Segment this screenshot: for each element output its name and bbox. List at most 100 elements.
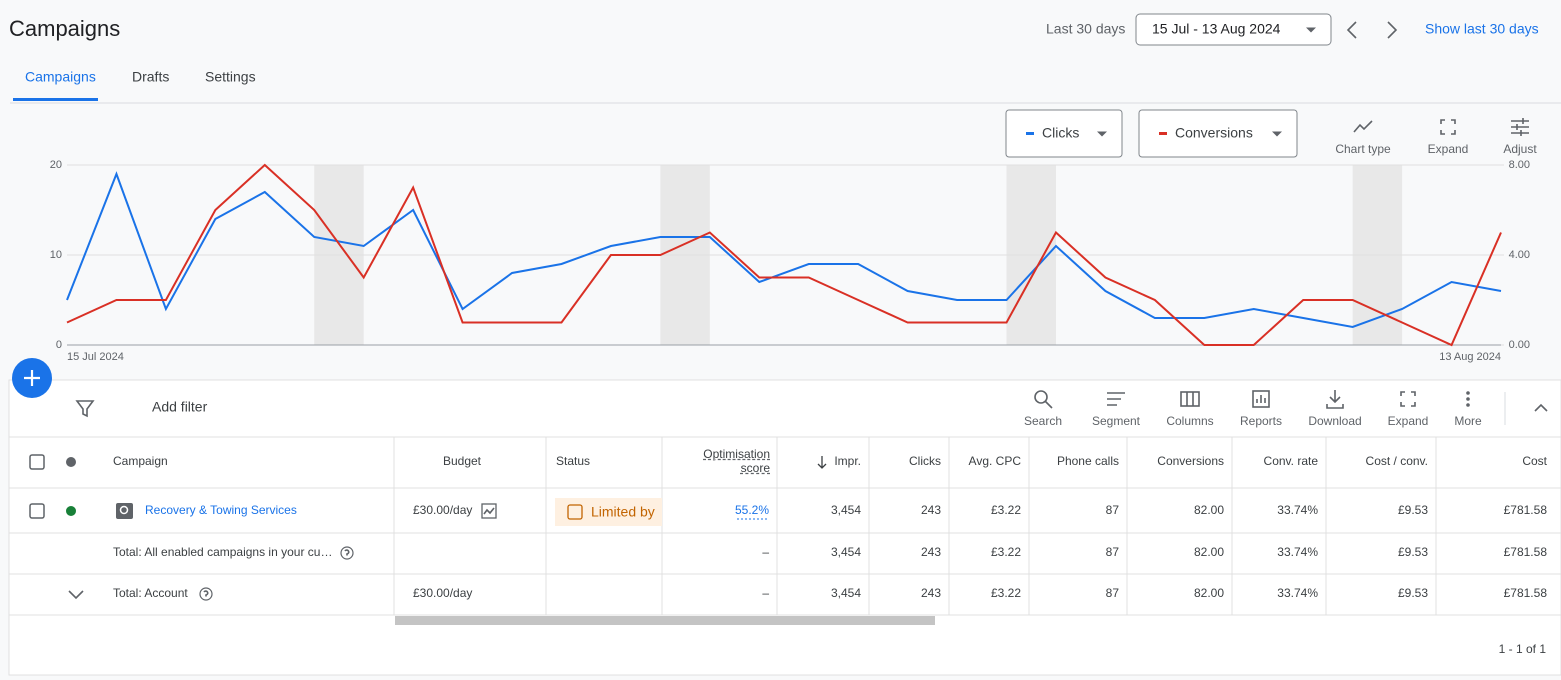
add-button-plus bbox=[24, 370, 40, 386]
campaign-cell: Total: Account bbox=[113, 586, 188, 600]
column-header[interactable]: Avg. CPC bbox=[969, 454, 1022, 468]
adjust-icon bbox=[1511, 118, 1529, 136]
more-icon bbox=[1466, 391, 1470, 407]
metric-cell: £3.22 bbox=[991, 545, 1021, 559]
campaign-type-icon bbox=[116, 503, 133, 519]
metric-selector[interactable] bbox=[1138, 109, 1298, 158]
icon-stroke bbox=[1400, 391, 1416, 407]
pagination: 1 - 1 of 1 bbox=[1499, 642, 1547, 656]
date-range: 15 Jul - 13 Aug 2024 bbox=[1152, 21, 1281, 37]
metric-cell: 33.74% bbox=[1277, 503, 1318, 517]
tab[interactable]: Drafts bbox=[132, 69, 169, 85]
table-panel bbox=[8, 379, 1561, 676]
metric-cell: £3.22 bbox=[991, 586, 1021, 600]
caret bbox=[1306, 27, 1316, 33]
budget-cell: £30.00/day bbox=[413, 503, 472, 517]
column-header[interactable]: Campaign bbox=[113, 454, 168, 468]
metric-cell: £781.58 bbox=[1504, 545, 1548, 559]
search-icon bbox=[1034, 390, 1053, 409]
column-header[interactable]: Cost / conv. bbox=[1366, 454, 1428, 468]
chart-tool-label[interactable]: Expand bbox=[1428, 142, 1469, 156]
metric-cell: £9.53 bbox=[1398, 545, 1428, 559]
chevronD-icon bbox=[68, 590, 84, 600]
x-tick-label: 15 Jul 2024 bbox=[67, 351, 124, 363]
column-header[interactable]: Cost bbox=[1522, 454, 1547, 468]
toolbar-tool-label[interactable]: Expand bbox=[1388, 414, 1429, 428]
icon-stroke bbox=[344, 549, 350, 556]
icon-stroke bbox=[1326, 390, 1344, 409]
funnel-icon bbox=[75, 400, 95, 418]
icon-stroke bbox=[75, 400, 95, 418]
metric-cell: 3,454 bbox=[831, 586, 861, 600]
add-filter[interactable]: Add filter bbox=[152, 399, 208, 415]
metric-cell: 87 bbox=[1106, 586, 1120, 600]
column-header[interactable]: Impr. bbox=[834, 454, 861, 468]
metric-cell: 87 bbox=[1106, 545, 1120, 559]
metric-cell: 87 bbox=[1106, 503, 1120, 517]
toolbar-tool-label[interactable]: More bbox=[1454, 414, 1482, 428]
chevronR-icon bbox=[1387, 21, 1398, 39]
expand-icon bbox=[1400, 391, 1416, 407]
toolbar-tool-label[interactable]: Segment bbox=[1092, 414, 1141, 428]
metric-cell: 243 bbox=[921, 586, 941, 600]
caret bbox=[1097, 131, 1107, 137]
column-header[interactable]: Conv. rate bbox=[1264, 454, 1319, 468]
icon-stroke bbox=[1186, 392, 1194, 406]
columns-icon bbox=[1180, 391, 1200, 407]
optimisation-cell[interactable]: 55.2% bbox=[735, 503, 769, 517]
tab[interactable]: Campaigns bbox=[25, 69, 96, 85]
toolbar-tool-label[interactable]: Columns bbox=[1166, 414, 1213, 428]
legend-label: Clicks bbox=[1042, 125, 1079, 141]
toolbar-tool-label[interactable]: Search bbox=[1024, 414, 1062, 428]
optimisation-cell: – bbox=[762, 586, 769, 600]
series-line bbox=[66, 171, 1502, 329]
icon-dot bbox=[1466, 397, 1470, 401]
chart-tool-label[interactable]: Adjust bbox=[1503, 142, 1537, 156]
metric-cell: 33.74% bbox=[1277, 586, 1318, 600]
legend-swatch bbox=[1026, 132, 1034, 135]
chevronU-icon bbox=[1534, 403, 1548, 412]
status-badge bbox=[555, 498, 662, 526]
icon-dot bbox=[1466, 391, 1470, 395]
toolbar-tool-label[interactable]: Download bbox=[1308, 414, 1361, 428]
column-header[interactable]: Status bbox=[556, 454, 590, 468]
show-last-link[interactable]: Show last 30 days bbox=[1425, 21, 1539, 37]
header-checkbox[interactable] bbox=[29, 454, 45, 470]
metric-cell: 33.74% bbox=[1277, 545, 1318, 559]
column-header[interactable]: Optimisation score bbox=[703, 447, 770, 475]
legend-swatch bbox=[1159, 132, 1167, 135]
column-header[interactable]: Phone calls bbox=[1057, 454, 1119, 468]
caret-icon bbox=[1097, 131, 1107, 137]
metric-selector[interactable] bbox=[1005, 109, 1123, 158]
column-header[interactable]: Clicks bbox=[909, 454, 941, 468]
date-range-dropdown[interactable] bbox=[1135, 13, 1332, 46]
metric-cell: £9.53 bbox=[1398, 586, 1428, 600]
horizontal-scrollbar[interactable] bbox=[395, 616, 935, 625]
segment-icon bbox=[1107, 392, 1125, 406]
caret-icon bbox=[1272, 131, 1282, 137]
toolbar-tool-label[interactable]: Reports bbox=[1240, 414, 1282, 428]
download-icon bbox=[1326, 390, 1344, 409]
icon-stroke bbox=[1534, 403, 1548, 412]
expand-icon bbox=[1440, 119, 1456, 135]
metric-cell: 82.00 bbox=[1194, 545, 1224, 559]
icon-stroke bbox=[340, 546, 354, 560]
legend-label: Conversions bbox=[1175, 125, 1253, 141]
row-checkbox[interactable] bbox=[29, 503, 45, 519]
icon-stroke bbox=[1511, 118, 1529, 136]
sort-arrow bbox=[817, 456, 827, 469]
icon-dot bbox=[1466, 403, 1470, 407]
icon-stroke bbox=[1440, 119, 1456, 135]
status-dot-header bbox=[66, 457, 76, 467]
metric-cell: £9.53 bbox=[1398, 503, 1428, 517]
caret bbox=[1272, 131, 1282, 137]
y-tick-label: 0 bbox=[56, 339, 62, 351]
campaign-cell[interactable]: Recovery & Towing Services bbox=[145, 503, 297, 517]
column-header[interactable]: Conversions bbox=[1157, 454, 1224, 468]
icon-stroke bbox=[199, 587, 213, 601]
tab[interactable]: Settings bbox=[205, 69, 256, 85]
chart-tool-label[interactable]: Chart type bbox=[1335, 142, 1391, 156]
metric-cell: £781.58 bbox=[1504, 503, 1548, 517]
icon-stroke bbox=[1387, 21, 1398, 39]
column-header[interactable]: Budget bbox=[443, 454, 482, 468]
